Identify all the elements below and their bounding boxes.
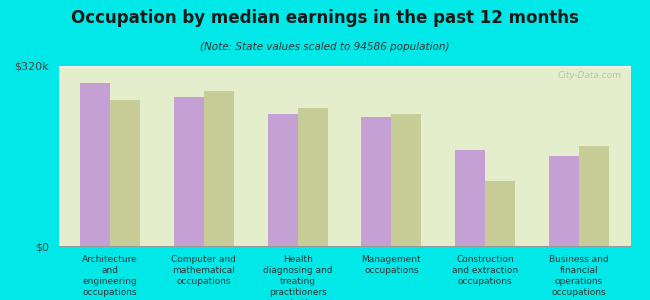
Bar <box>455 150 485 246</box>
Bar <box>298 108 328 246</box>
Bar <box>579 146 609 246</box>
Text: City-Data.com: City-Data.com <box>558 71 622 80</box>
Text: (Note: State values scaled to 94586 population): (Note: State values scaled to 94586 popu… <box>200 42 450 52</box>
Bar <box>485 181 515 246</box>
Bar <box>391 114 421 246</box>
Bar <box>174 97 204 246</box>
Bar <box>204 91 234 246</box>
Bar <box>549 156 579 246</box>
Text: Occupation by median earnings in the past 12 months: Occupation by median earnings in the pas… <box>71 9 579 27</box>
Bar <box>361 117 391 246</box>
Bar <box>268 114 298 246</box>
Bar <box>80 83 110 246</box>
Bar <box>110 100 140 246</box>
